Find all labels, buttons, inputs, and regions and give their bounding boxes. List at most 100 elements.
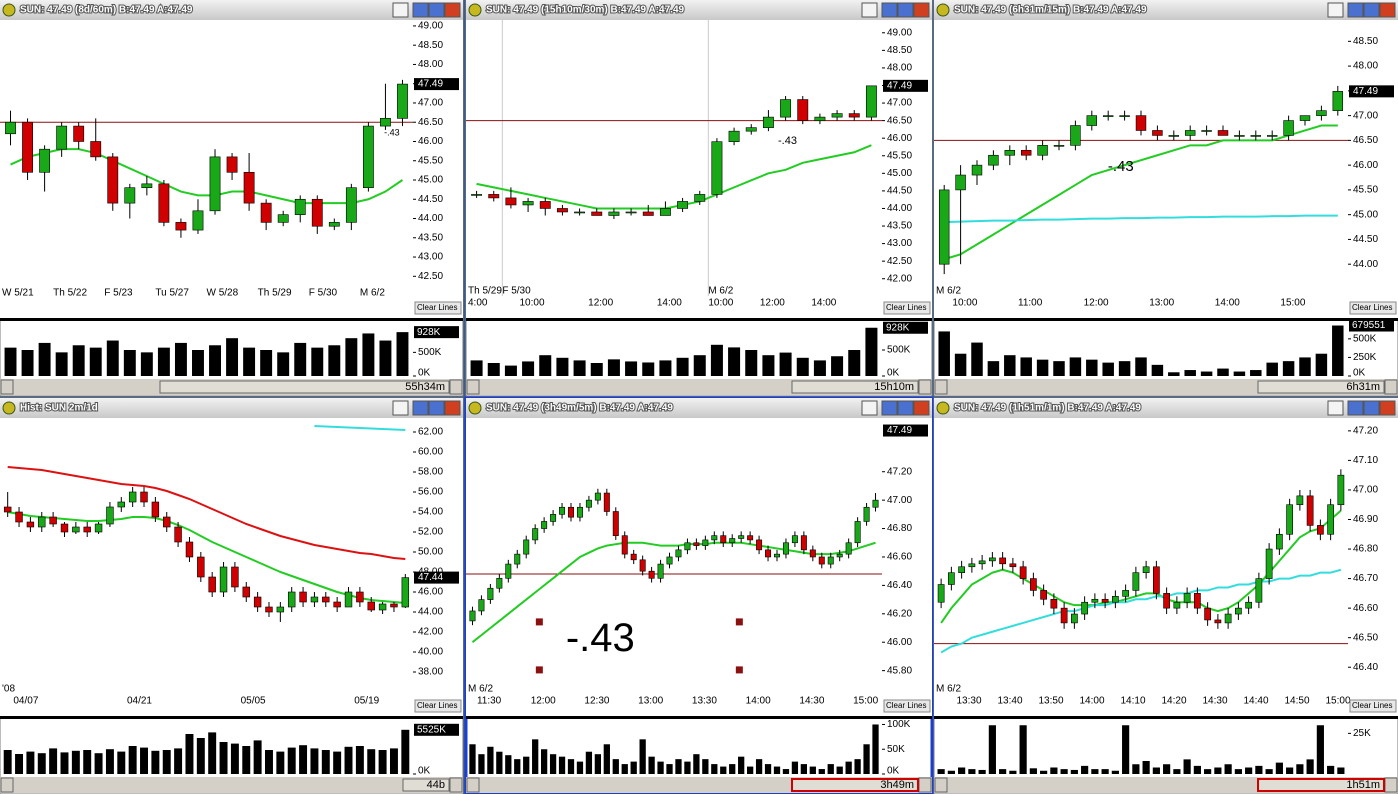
volume-bar (1053, 361, 1065, 376)
volume-bar (1286, 767, 1294, 774)
scroll-thumb[interactable] (1257, 380, 1385, 394)
scroll-left[interactable] (0, 379, 14, 395)
pin-button[interactable] (861, 400, 878, 416)
scroll-thumb[interactable] (159, 380, 450, 394)
last-price-label: 47.44 (418, 572, 443, 583)
candle-body (1327, 504, 1334, 535)
scroll-right[interactable] (918, 777, 932, 793)
scroll-left[interactable] (934, 777, 948, 793)
x-tick-label: 14:10 (1121, 696, 1146, 707)
volume-bar (1036, 359, 1049, 376)
pin-button[interactable] (861, 2, 878, 18)
candle-body (390, 603, 398, 608)
volume-bar (345, 338, 358, 376)
candle-body (469, 610, 476, 622)
pin-button[interactable] (1327, 400, 1344, 416)
scroll-left[interactable] (466, 379, 480, 395)
candle-body (693, 542, 700, 546)
volume-bar (230, 743, 239, 774)
candle-body (5, 121, 16, 135)
pin-button[interactable] (392, 2, 409, 18)
close-button[interactable] (444, 2, 461, 18)
moving-average (940, 509, 1342, 624)
scroll-left[interactable] (0, 777, 14, 793)
volume-bar (1135, 357, 1147, 376)
clear-lines-button[interactable] (1349, 699, 1397, 713)
pin-button[interactable] (1327, 2, 1344, 18)
minimize-button[interactable] (412, 400, 429, 416)
minimize-button[interactable] (881, 2, 898, 18)
app-icon (936, 3, 950, 17)
volume-bar (746, 766, 754, 774)
y-tick-label: 48.50 (1353, 36, 1378, 47)
clear-lines-button[interactable] (414, 301, 462, 315)
window-title: SUN: 47.49 (1h51m/1m) B:47.49 A:47.49 (954, 403, 1141, 414)
maximize-button[interactable] (897, 2, 914, 18)
candle-body (1234, 607, 1242, 615)
scroll-right[interactable] (1384, 777, 1398, 793)
maximize-button[interactable] (1363, 2, 1380, 18)
scroll-thumb[interactable] (1257, 778, 1385, 792)
candle-body (675, 549, 682, 558)
volume-bar (1255, 765, 1263, 774)
scroll-thumb[interactable] (791, 778, 919, 792)
close-button[interactable] (913, 400, 930, 416)
y-tick-label: 43.50 (418, 232, 443, 243)
close-button[interactable] (1379, 2, 1396, 18)
x-tick-label: Th 5/29 (258, 288, 292, 299)
pin-button[interactable] (392, 400, 409, 416)
scroll-right[interactable] (918, 379, 932, 395)
volume-bar (539, 355, 552, 376)
candle-body (478, 599, 485, 612)
x-tick-label: 10:00 (520, 298, 545, 309)
scroll-thumb[interactable] (791, 380, 919, 394)
x-tick-label: 05/19 (354, 696, 379, 707)
scroll-right[interactable] (449, 379, 463, 395)
maximize-button[interactable] (428, 2, 445, 18)
candle-body (797, 99, 809, 121)
minimize-button[interactable] (1347, 400, 1364, 416)
x-tick-label: 12:00 (588, 298, 613, 309)
minimize-button[interactable] (881, 400, 898, 416)
minimize-button[interactable] (1347, 2, 1364, 18)
volume-bar (594, 754, 602, 774)
x-tick-label: 12:00 (531, 696, 556, 707)
maximize-button[interactable] (428, 400, 445, 416)
scroll-right[interactable] (1384, 379, 1398, 395)
volume-bar (720, 766, 727, 774)
volume-tick-label: 0K (418, 368, 431, 379)
x-tick-label: M 6/2 (360, 288, 385, 299)
scroll-thumb[interactable] (402, 778, 450, 792)
y-tick-label: 47.00 (887, 98, 912, 109)
volume-bar (796, 357, 809, 376)
volume-bar (260, 350, 273, 376)
clear-lines-button[interactable] (883, 699, 931, 713)
scroll-left[interactable] (466, 777, 480, 793)
volume-bar (162, 750, 171, 774)
clear-lines-button[interactable] (1349, 301, 1397, 315)
volume-bar (1060, 769, 1068, 774)
maximize-button[interactable] (897, 400, 914, 416)
close-button[interactable] (1379, 400, 1396, 416)
close-button[interactable] (444, 400, 461, 416)
volume-bar (845, 761, 852, 774)
volume-bar (333, 751, 342, 774)
y-tick-label: 58.00 (418, 467, 443, 478)
candle-body (1019, 566, 1027, 579)
volume-bar (106, 340, 119, 376)
minimize-button[interactable] (412, 2, 429, 18)
maximize-button[interactable] (1363, 400, 1380, 416)
chart-window: SUN: 47.49 (3h49m/5m) B:47.49 A:47.49 45.… (464, 396, 934, 794)
close-button[interactable] (913, 2, 930, 18)
volume-bar (865, 327, 878, 376)
scroll-left[interactable] (934, 379, 948, 395)
candle-body (1266, 135, 1278, 137)
candle-body (1168, 135, 1180, 137)
clear-lines-button[interactable] (883, 301, 931, 315)
y-tick-label: 45.80 (887, 665, 912, 676)
volume-bar (226, 338, 239, 376)
volume-bar (242, 746, 251, 774)
scroll-right[interactable] (449, 777, 463, 793)
clear-lines-button[interactable] (414, 699, 462, 713)
